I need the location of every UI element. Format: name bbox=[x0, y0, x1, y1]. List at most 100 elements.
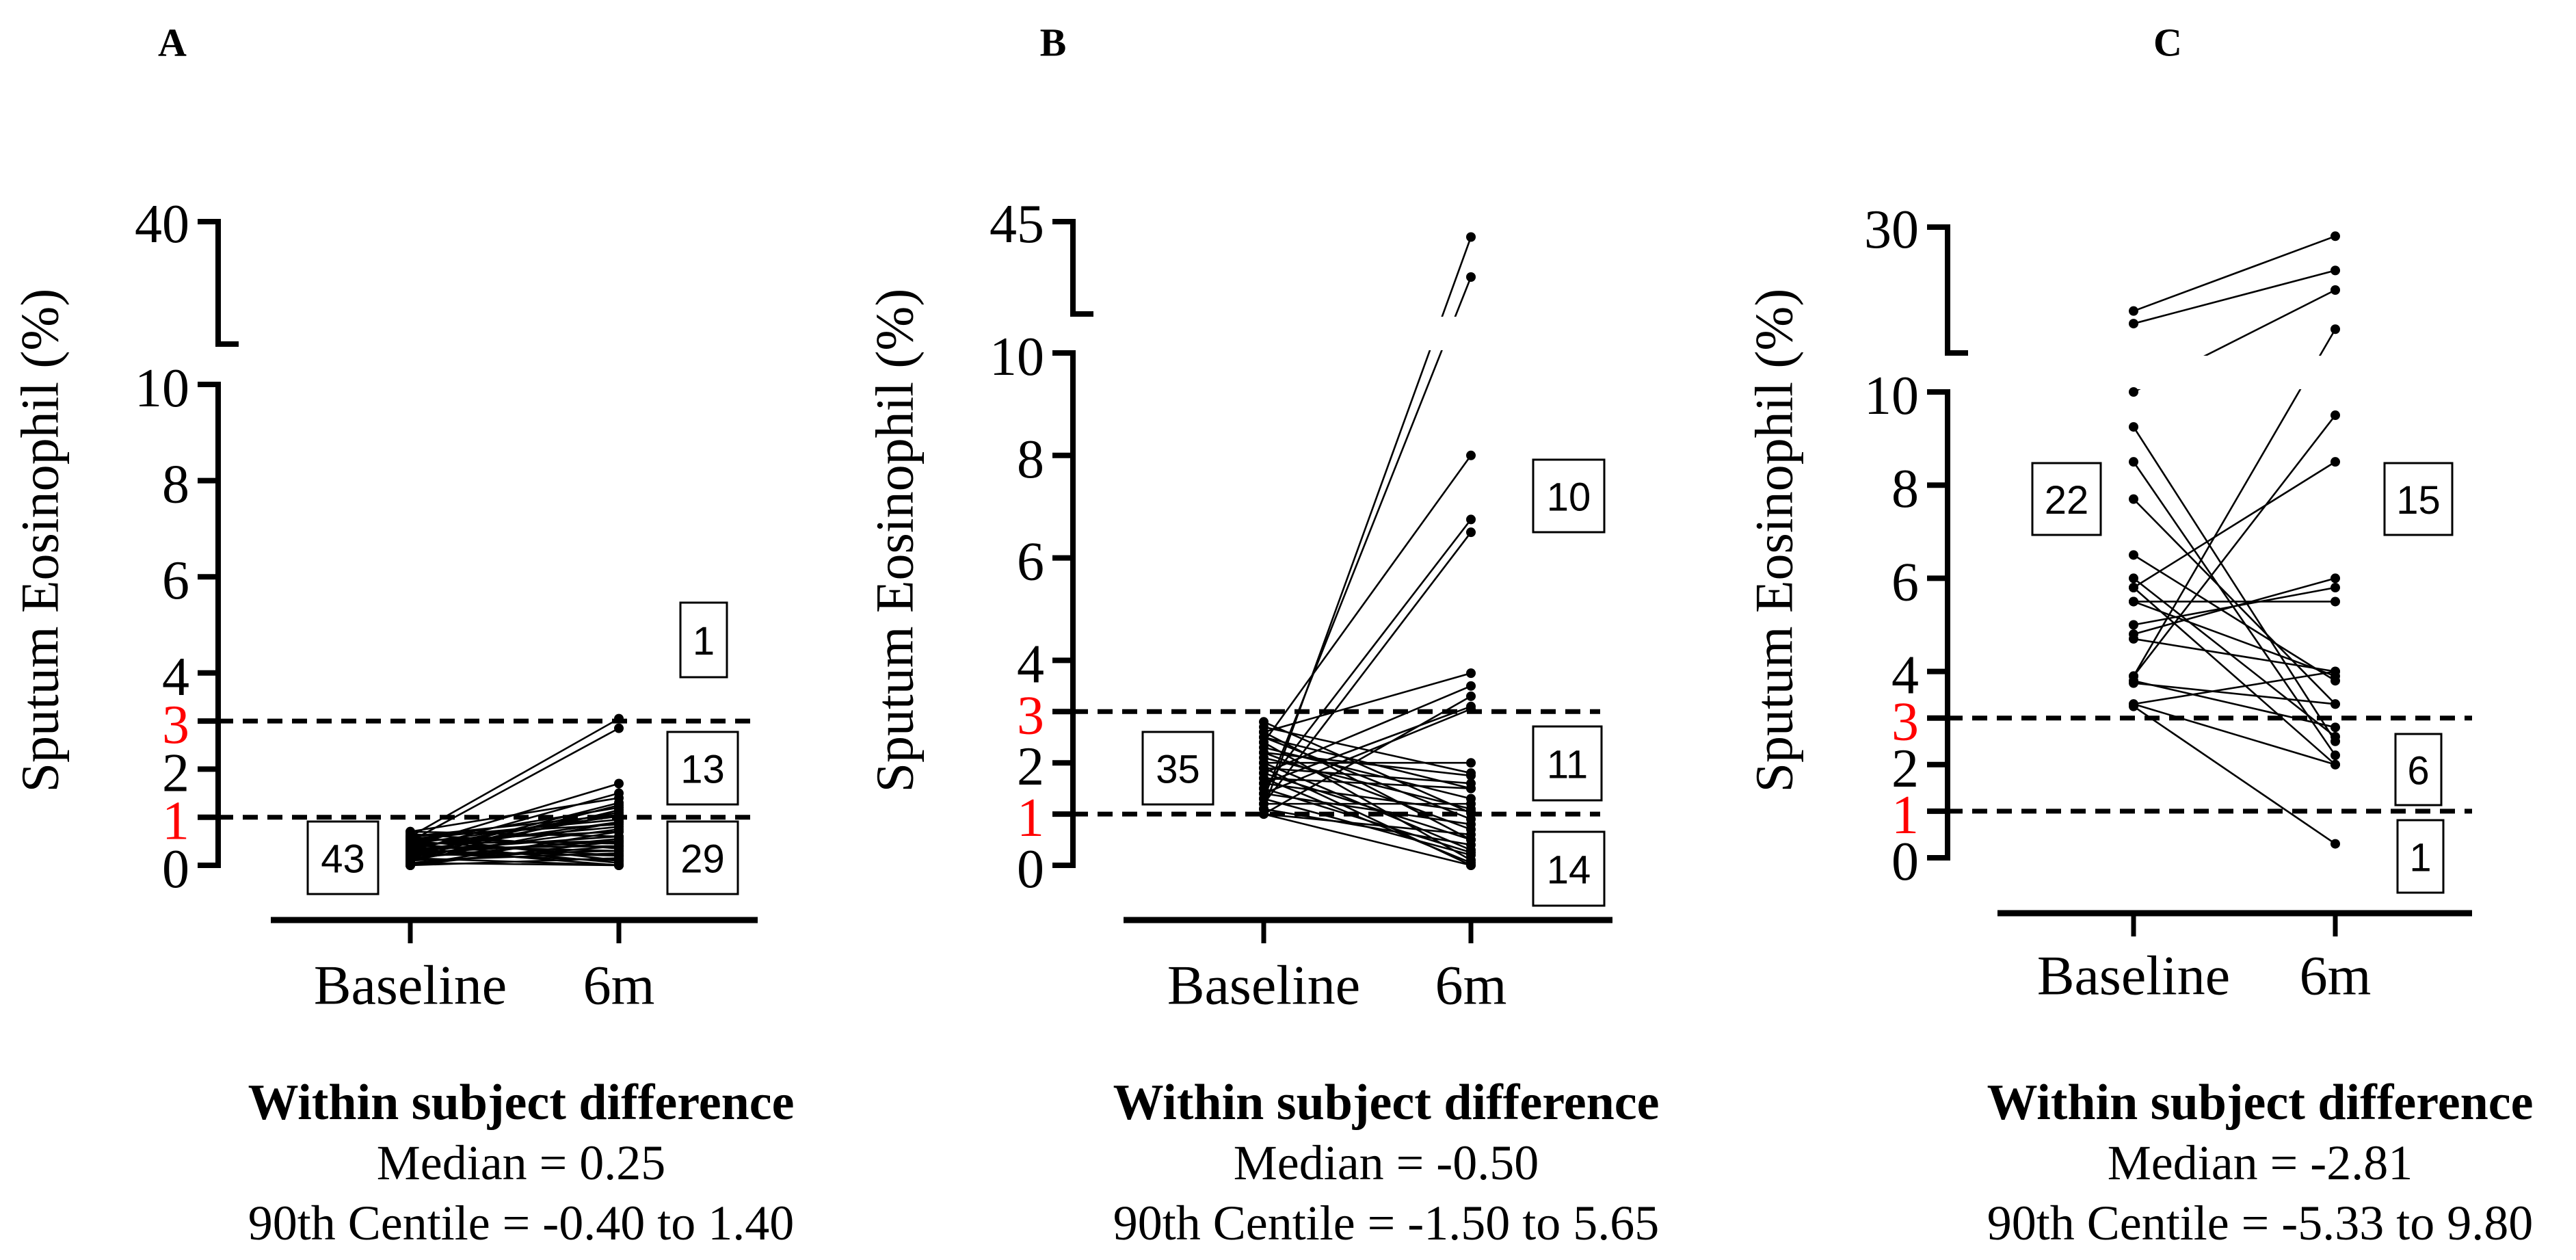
count-box-label: 29 bbox=[680, 837, 725, 882]
count-box-frame bbox=[679, 601, 728, 679]
subject-line bbox=[1263, 741, 1472, 861]
summary-median: Median = 0.25 bbox=[377, 1136, 666, 1190]
data-point-6m bbox=[614, 723, 624, 733]
subject-line bbox=[410, 835, 620, 862]
summary-centile: 90th Centile = -5.33 to 9.80 bbox=[1987, 1196, 2534, 1250]
data-point-6m bbox=[1466, 232, 1476, 242]
subject-line bbox=[1263, 736, 1472, 789]
count-box: 43 bbox=[306, 820, 380, 895]
data-points bbox=[2129, 231, 2340, 849]
data-point-6m bbox=[2331, 265, 2340, 276]
data-point-baseline bbox=[1259, 737, 1269, 748]
subject-line bbox=[1263, 731, 1472, 841]
y-tick-label: 10 bbox=[135, 358, 189, 419]
data-point-6m bbox=[1466, 272, 1476, 282]
subject-line bbox=[1263, 813, 1472, 867]
data-point-6m bbox=[2331, 671, 2340, 681]
data-point-baseline bbox=[1259, 717, 1269, 727]
subject-line bbox=[1263, 782, 1472, 813]
y-tick-label: 40 bbox=[135, 194, 189, 254]
y-tick-label-threshold: 1 bbox=[1891, 785, 1919, 845]
count-box-frame bbox=[2396, 819, 2445, 894]
subject-line bbox=[1262, 276, 1472, 800]
count-box: 15 bbox=[2383, 462, 2454, 536]
data-point-baseline bbox=[406, 861, 415, 870]
axis-break-gap bbox=[1953, 356, 2478, 389]
subject-line bbox=[1263, 672, 1472, 733]
count-box-frame bbox=[666, 820, 739, 895]
subject-line bbox=[2132, 415, 2337, 677]
count-box-frame bbox=[1532, 458, 1606, 534]
y-tick-label: 10 bbox=[990, 327, 1044, 387]
count-box: 1 bbox=[2396, 819, 2445, 894]
data-point-baseline bbox=[2129, 387, 2138, 397]
subject-line bbox=[1263, 813, 1472, 836]
count-box-label: 43 bbox=[321, 837, 365, 882]
count-box: 10 bbox=[1532, 458, 1606, 534]
data-point-baseline bbox=[1259, 748, 1269, 758]
axis-break-gap bbox=[224, 347, 763, 382]
data-point-6m bbox=[1466, 783, 1476, 793]
count-box-frame bbox=[2031, 462, 2102, 536]
subject-line bbox=[410, 718, 620, 837]
data-point-6m bbox=[1466, 770, 1476, 780]
data-point-baseline bbox=[1259, 763, 1269, 773]
y-tick-label: 8 bbox=[1017, 430, 1044, 490]
data-point-baseline bbox=[2129, 457, 2138, 467]
count-box-label: 22 bbox=[2045, 478, 2089, 523]
data-point-6m bbox=[2331, 699, 2340, 709]
subject-line bbox=[1262, 519, 1472, 789]
subject-line bbox=[1263, 721, 1472, 814]
count-box: 1 bbox=[679, 601, 728, 679]
count-box-frame bbox=[1532, 725, 1603, 802]
data-point-6m bbox=[2331, 759, 2340, 770]
count-box-frame bbox=[1141, 731, 1214, 806]
y-axis-title: Sputum Eosinophil (%) bbox=[865, 289, 925, 793]
data-point-baseline bbox=[406, 843, 415, 854]
data-point-baseline bbox=[2129, 550, 2138, 560]
data-point-6m bbox=[2331, 722, 2340, 733]
summary-title: Within subject difference bbox=[1987, 1075, 2534, 1131]
count-box: 11 bbox=[1532, 725, 1603, 802]
data-point-6m bbox=[2331, 750, 2340, 761]
count-box-label: 11 bbox=[1547, 743, 1588, 787]
data-point-6m bbox=[1466, 704, 1476, 714]
subject-line bbox=[1263, 762, 1472, 851]
data-point-6m bbox=[2331, 731, 2340, 741]
data-point-6m bbox=[2331, 457, 2340, 467]
data-point-6m bbox=[2331, 231, 2340, 241]
data-point-baseline bbox=[2129, 701, 2138, 711]
data-point-6m bbox=[1466, 758, 1476, 768]
y-tick-label-threshold: 3 bbox=[1017, 685, 1044, 746]
y-axis-title: Sputum Eosinophil (%) bbox=[1744, 289, 1804, 793]
count-box-frame bbox=[666, 731, 739, 806]
count-box: 14 bbox=[1532, 830, 1606, 907]
subject-line bbox=[2133, 638, 2336, 672]
y-tick-label: 30 bbox=[1864, 200, 1919, 260]
y-tick-label: 4 bbox=[162, 647, 189, 707]
subject-line bbox=[1263, 746, 1472, 800]
data-point-6m bbox=[2331, 324, 2340, 334]
subject-lines bbox=[1262, 237, 1472, 867]
subject-line bbox=[1263, 798, 1472, 856]
data-point-baseline bbox=[1259, 773, 1269, 783]
subject-lines bbox=[2132, 235, 2337, 845]
data-point-6m bbox=[614, 836, 624, 846]
data-point-6m bbox=[2331, 583, 2340, 593]
data-point-6m bbox=[1466, 861, 1476, 870]
count-box-frame bbox=[2394, 733, 2443, 806]
subject-line bbox=[2133, 601, 2336, 677]
y-tick-label: 0 bbox=[1017, 839, 1044, 900]
subject-line bbox=[410, 830, 620, 838]
data-point-6m bbox=[2331, 410, 2340, 421]
subject-lines bbox=[410, 718, 620, 867]
data-point-6m bbox=[1466, 681, 1476, 691]
panel-letter: C bbox=[2153, 21, 2182, 65]
data-point-6m bbox=[1466, 691, 1476, 701]
data-point-6m bbox=[1466, 514, 1476, 525]
y-tick-label: 2 bbox=[1891, 739, 1919, 799]
y-tick-label: 6 bbox=[1017, 532, 1044, 592]
